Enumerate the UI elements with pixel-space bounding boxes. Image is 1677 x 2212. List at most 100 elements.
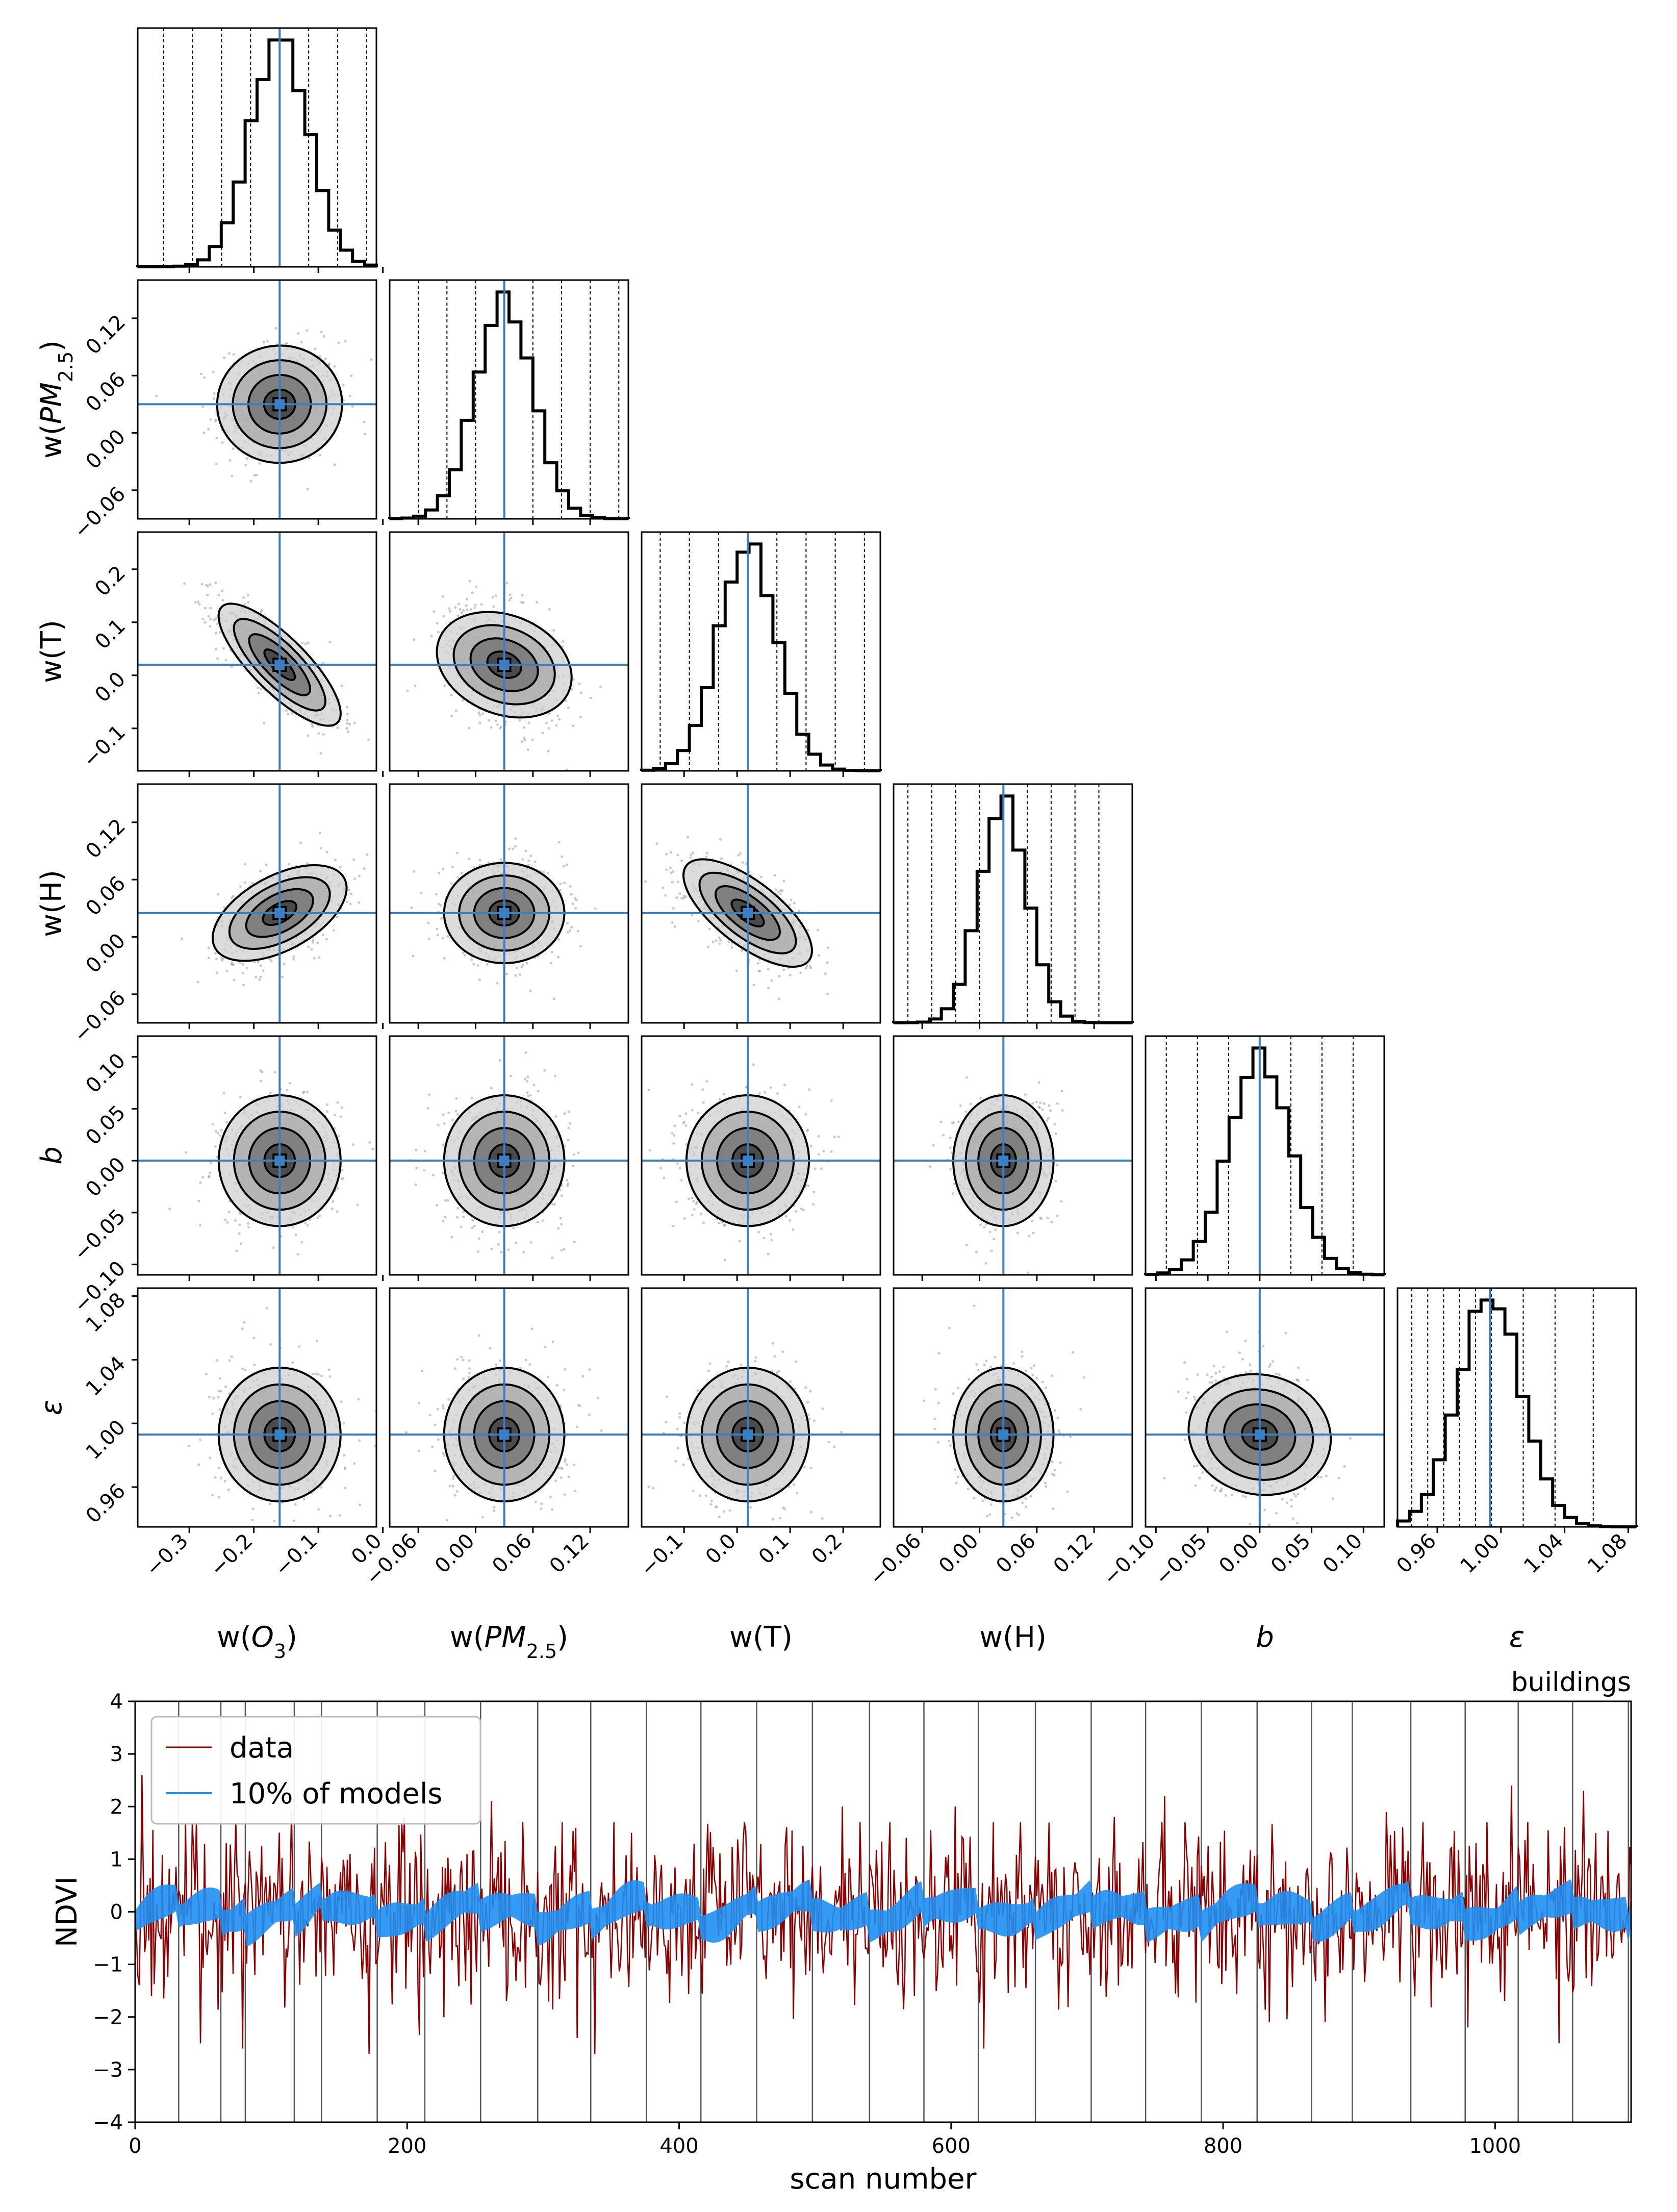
sample-point <box>567 1139 570 1142</box>
sample-point <box>223 1111 226 1114</box>
sample-point <box>569 1122 572 1125</box>
sample-point <box>412 954 415 958</box>
sample-point <box>196 981 199 984</box>
sample-point <box>440 904 443 907</box>
sample-point <box>548 712 551 715</box>
sample-point <box>265 863 268 866</box>
sample-point <box>579 716 582 719</box>
sample-point <box>557 938 560 941</box>
label-part: w(H) <box>979 1621 1047 1654</box>
sample-point <box>529 1241 532 1244</box>
sample-point <box>471 1219 474 1222</box>
y-tick-label: 0.0 <box>91 667 131 707</box>
sample-point <box>737 853 740 857</box>
sample-point <box>337 341 340 344</box>
sample-point <box>406 689 409 692</box>
sample-point <box>776 890 779 893</box>
sample-point <box>589 696 592 699</box>
sample-point <box>672 870 675 873</box>
sample-point <box>512 847 515 850</box>
sample-point <box>779 892 782 895</box>
sample-point <box>351 405 354 408</box>
sample-point <box>299 841 302 844</box>
sample-point <box>570 688 573 691</box>
sample-point <box>460 1225 463 1228</box>
sample-point <box>221 589 224 592</box>
scatter-panel-wT-vs-wPM <box>389 531 629 777</box>
sample-point <box>314 347 317 350</box>
sample-point <box>542 870 545 873</box>
scatter-panel-b-vs-wO3: −0.10−0.050.000.050.10 <box>69 1035 384 1317</box>
sample-point <box>371 1147 374 1150</box>
sample-point <box>410 906 413 909</box>
sample-point <box>253 474 256 477</box>
sample-point <box>496 982 499 985</box>
sample-point <box>322 733 325 736</box>
sample-point <box>552 997 555 1000</box>
sample-point <box>492 596 495 599</box>
sample-point <box>209 583 212 586</box>
y-tick-label: −0.06 <box>69 482 130 543</box>
sample-point <box>274 326 277 330</box>
sample-point <box>251 882 254 885</box>
sample-point <box>292 1226 295 1229</box>
sample-point <box>216 657 219 660</box>
sample-point <box>778 997 780 1000</box>
sample-point <box>443 684 446 687</box>
sample-point <box>552 629 555 632</box>
sample-point <box>527 1095 530 1098</box>
sample-point <box>567 706 570 709</box>
sample-point <box>198 1224 201 1227</box>
sample-point <box>466 597 469 600</box>
sample-point <box>219 631 222 634</box>
sample-point <box>572 724 575 727</box>
sample-point <box>318 956 321 959</box>
sample-point <box>209 607 212 610</box>
sample-point <box>451 865 454 868</box>
sample-point <box>680 859 683 862</box>
sample-point <box>715 939 718 942</box>
sample-point <box>481 712 485 715</box>
sample-point <box>317 732 320 735</box>
sample-point <box>319 454 322 457</box>
sample-point <box>346 722 349 725</box>
sample-point <box>242 984 245 987</box>
sample-point <box>260 609 263 612</box>
sample-point <box>320 331 323 334</box>
sample-point <box>816 928 819 932</box>
scatter-panel-wH-vs-wO3: −0.060.000.060.12 <box>69 783 384 1047</box>
sample-point <box>208 1175 211 1178</box>
sample-point <box>222 1092 225 1095</box>
sample-point <box>213 392 216 395</box>
sample-point <box>558 718 561 721</box>
sample-point <box>804 967 807 970</box>
sample-point <box>529 989 532 992</box>
sample-point <box>321 934 324 937</box>
sample-point <box>239 885 242 888</box>
sample-point <box>563 1112 566 1115</box>
sample-point <box>789 974 792 977</box>
sample-point <box>427 921 430 924</box>
sample-point <box>529 854 532 858</box>
sample-point <box>496 723 499 726</box>
truth-marker <box>499 908 510 918</box>
sample-point <box>741 949 744 952</box>
sample-point <box>444 1199 447 1202</box>
sample-point <box>207 428 210 431</box>
sample-point <box>563 1248 566 1251</box>
sample-point <box>712 940 715 943</box>
sample-point <box>684 895 688 898</box>
sample-point <box>782 968 785 971</box>
sample-point <box>342 384 345 387</box>
sample-point <box>221 441 224 444</box>
sample-point <box>253 961 256 964</box>
sample-point <box>793 901 796 904</box>
sample-point <box>456 1207 460 1210</box>
sample-point <box>478 721 481 724</box>
sample-point <box>340 684 343 687</box>
sample-point <box>730 946 733 949</box>
sample-point <box>367 738 370 741</box>
sample-point <box>292 958 295 961</box>
sample-point <box>241 971 244 974</box>
